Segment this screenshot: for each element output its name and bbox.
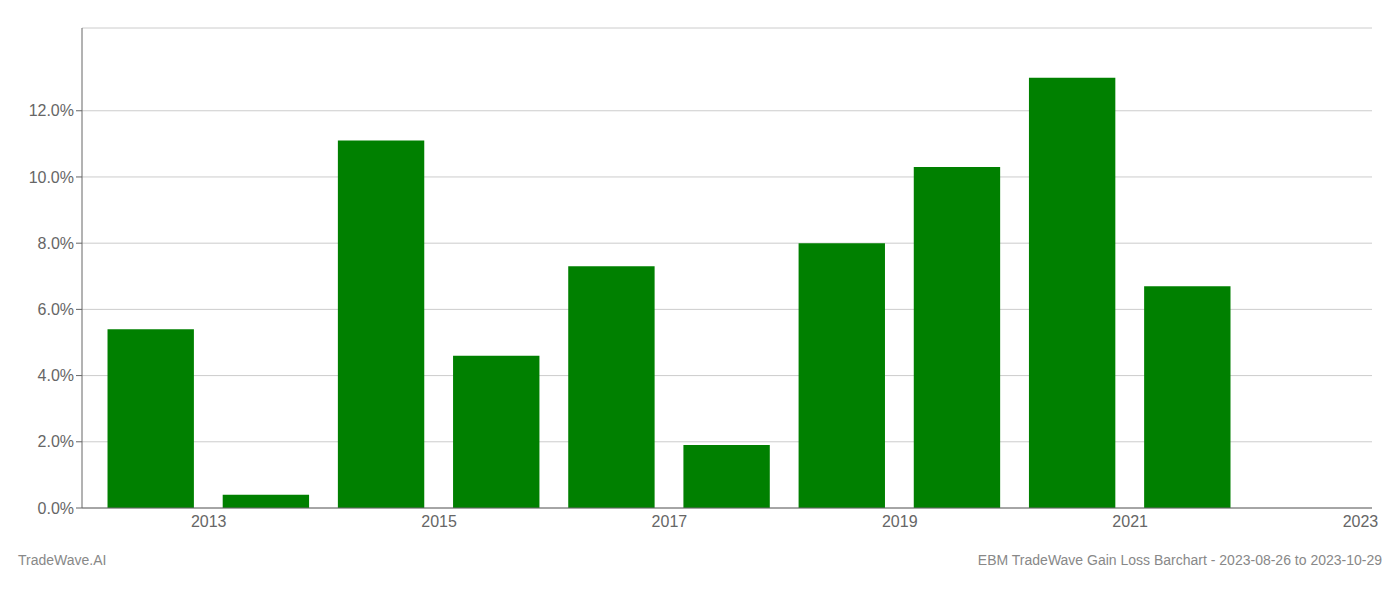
svg-text:12.0%: 12.0%	[29, 102, 74, 119]
svg-text:2017: 2017	[652, 513, 688, 530]
svg-text:8.0%: 8.0%	[38, 235, 74, 252]
svg-text:2021: 2021	[1112, 513, 1148, 530]
svg-text:2.0%: 2.0%	[38, 433, 74, 450]
svg-text:2019: 2019	[882, 513, 918, 530]
svg-text:6.0%: 6.0%	[38, 301, 74, 318]
svg-text:2013: 2013	[191, 513, 227, 530]
svg-text:4.0%: 4.0%	[38, 367, 74, 384]
html-text:EBM TradeWave Gain Loss Barcha: EBM TradeWave Gain Loss Barchart - 2023-…	[977, 552, 1382, 568]
svg-text:2023: 2023	[1343, 513, 1379, 530]
svg-text:2015: 2015	[421, 513, 457, 530]
svg-text:0.0%: 0.0%	[38, 500, 74, 517]
html-text:TradeWave.AI: TradeWave.AI	[18, 552, 107, 568]
svg-text:10.0%: 10.0%	[29, 169, 74, 186]
